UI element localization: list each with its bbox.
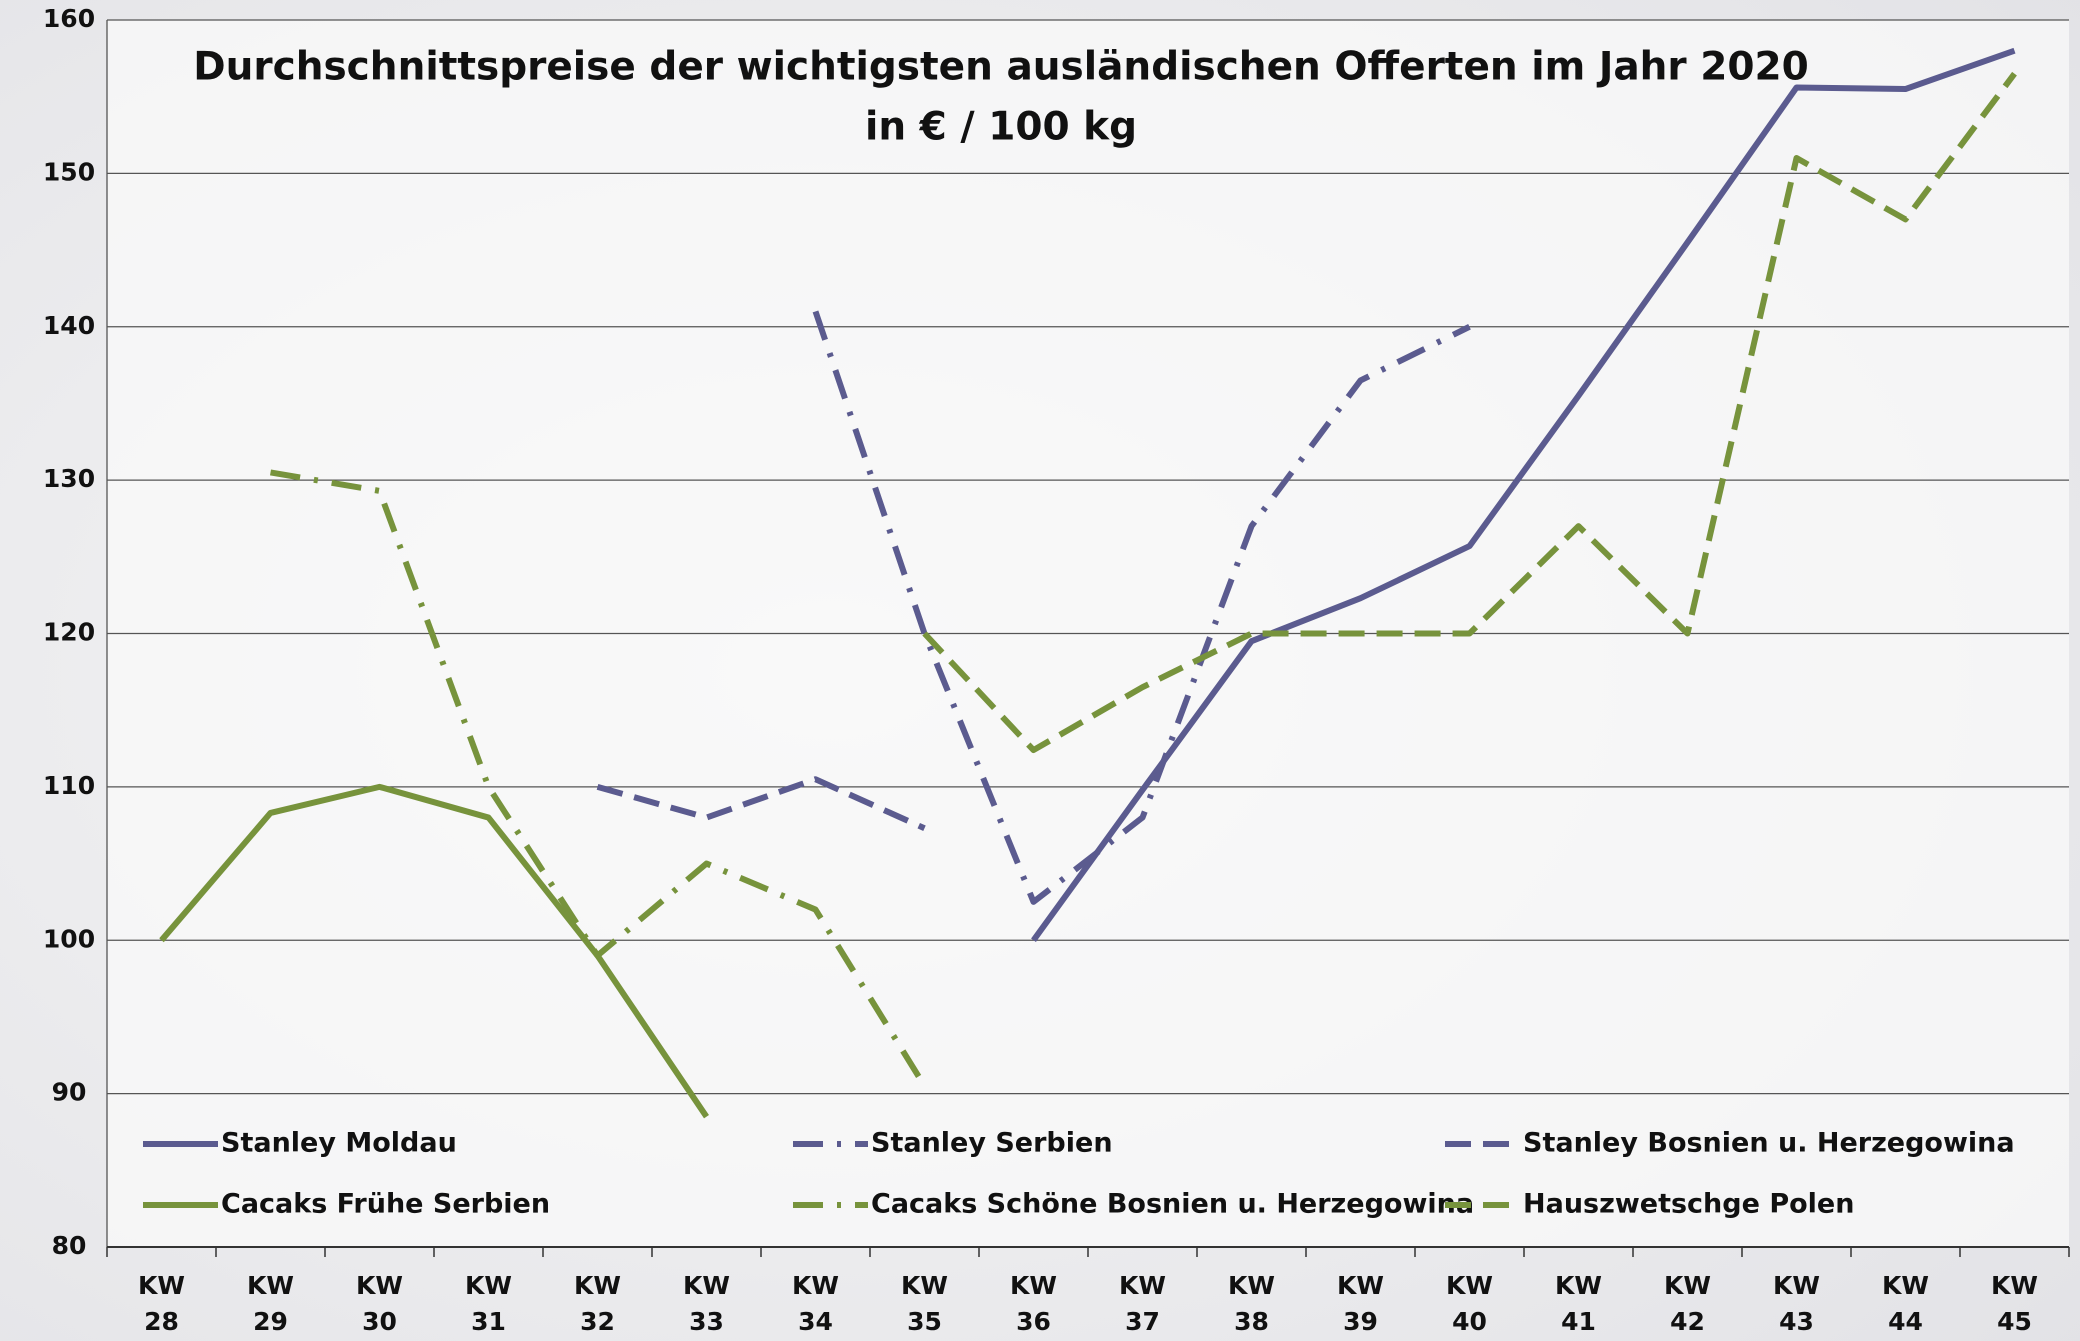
y-tick-label: 160 [43, 4, 95, 33]
chart: Durchschnittspreise der wichtigsten ausl… [0, 0, 2080, 1341]
page: Durchschnittspreise der wichtigsten ausl… [0, 0, 2080, 1341]
legend-label: Stanley Serbien [871, 1128, 1113, 1159]
y-tick-label: 130 [43, 464, 95, 493]
legend-label: Cacaks Frühe Serbien [221, 1189, 550, 1220]
legend-label: Hauszwetschge Polen [1523, 1189, 1854, 1220]
y-tick-label: 110 [43, 771, 95, 800]
y-tick-label: 90 [52, 1078, 87, 1107]
y-tick-label: 140 [43, 311, 95, 340]
y-tick-label: 120 [43, 618, 95, 647]
chart-subtitle: in € / 100 kg [865, 105, 1137, 150]
legend-label: Stanley Bosnien u. Herzegowina [1523, 1128, 2015, 1159]
y-tick-label: 80 [52, 1231, 87, 1260]
y-tick-label: 150 [43, 157, 95, 186]
legend-label: Stanley Moldau [221, 1128, 457, 1159]
legend-label: Cacaks Schöne Bosnien u. Herzegowina [871, 1189, 1474, 1220]
chart-title: Durchschnittspreise der wichtigsten ausl… [193, 45, 1809, 90]
y-tick-label: 100 [43, 924, 95, 953]
